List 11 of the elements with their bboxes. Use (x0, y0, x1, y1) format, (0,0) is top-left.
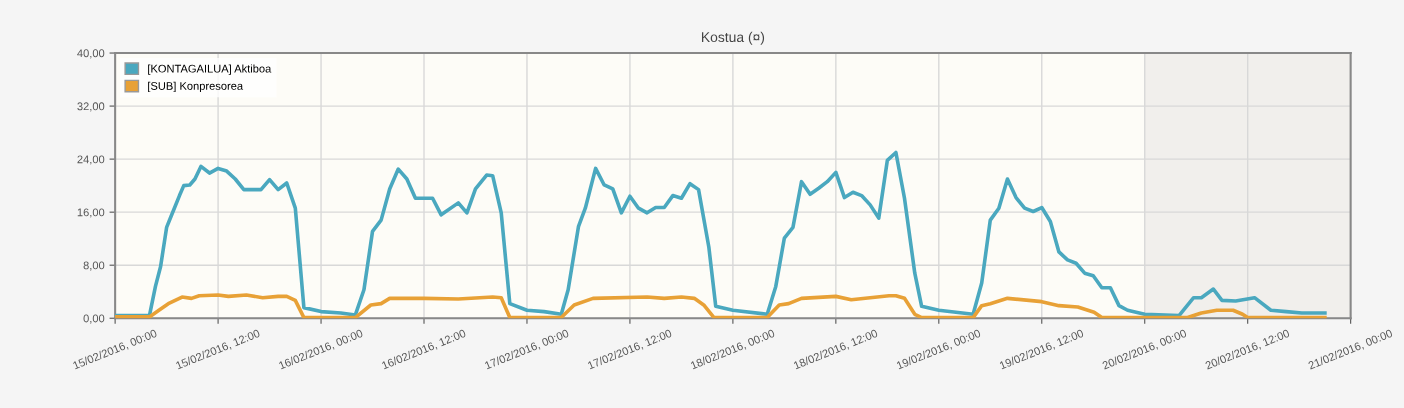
line-series (115, 150, 1327, 318)
y-tick-label: 0,00 (83, 314, 105, 324)
y-tick-label: 8,00 (83, 261, 105, 271)
chart-title: Kostua (¤) (701, 31, 765, 45)
line-series (115, 293, 1327, 319)
y-tick-label: 32,00 (77, 102, 105, 112)
y-tick-label: 24,00 (77, 155, 105, 165)
y-tick-label: 40,00 (77, 49, 105, 59)
y-tick-label: 16,00 (77, 208, 105, 218)
legend-label: [SUB] Konpresorea (148, 81, 244, 93)
legend-label: [KONTAGAILUA] Aktiboa (148, 64, 272, 75)
